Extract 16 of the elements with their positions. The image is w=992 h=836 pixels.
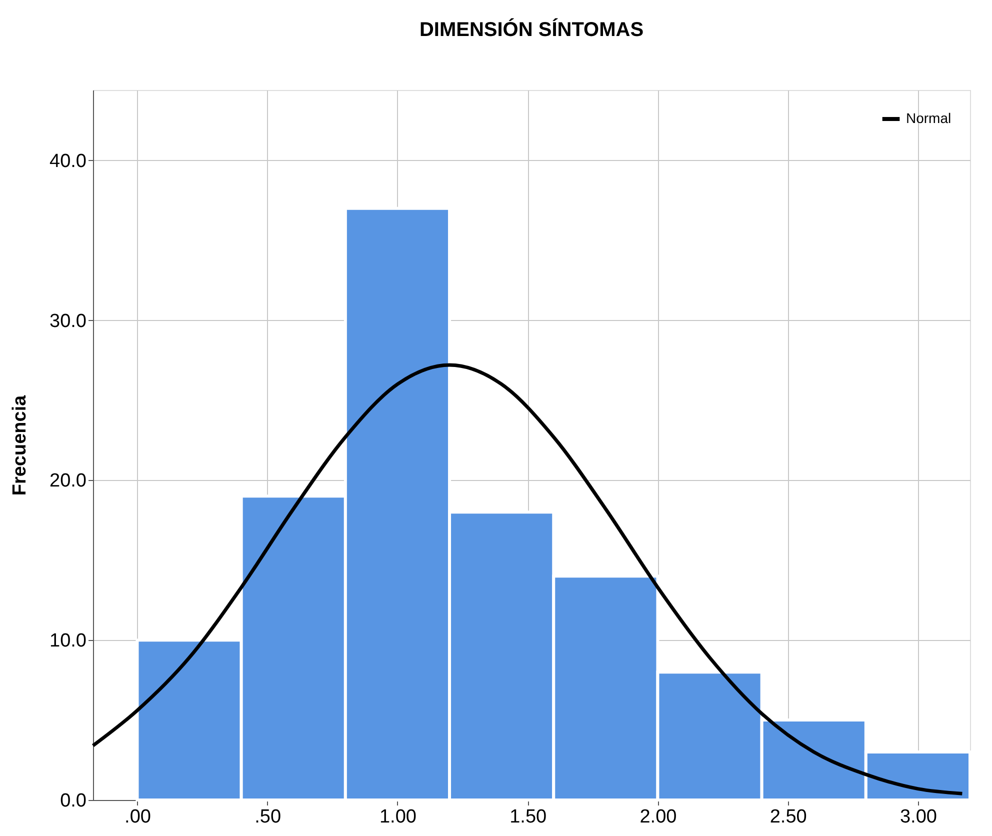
x-tick-label: 3.00 bbox=[900, 806, 937, 828]
y-tick-label: 10.0 bbox=[50, 630, 86, 652]
chart-title: DIMENSIÓN SÍNTOMAS bbox=[419, 18, 644, 41]
y-axis-title: Frecuencia bbox=[10, 394, 31, 496]
y-tick-label: 30.0 bbox=[50, 310, 86, 332]
legend-label: Normal bbox=[906, 110, 952, 126]
y-tick-label: 20.0 bbox=[50, 470, 86, 492]
x-tick-label: 2.50 bbox=[770, 806, 807, 828]
x-tick-label: .00 bbox=[124, 806, 151, 828]
y-tick-label: 40.0 bbox=[50, 150, 86, 172]
x-tick-label: 2.00 bbox=[640, 806, 677, 828]
x-tick-label: 1.00 bbox=[379, 806, 416, 828]
x-tick-label: 1.50 bbox=[510, 806, 547, 828]
line-series bbox=[91, 363, 964, 796]
x-tick-label: .50 bbox=[254, 806, 282, 828]
y-tick-label: 0.0 bbox=[60, 790, 86, 812]
